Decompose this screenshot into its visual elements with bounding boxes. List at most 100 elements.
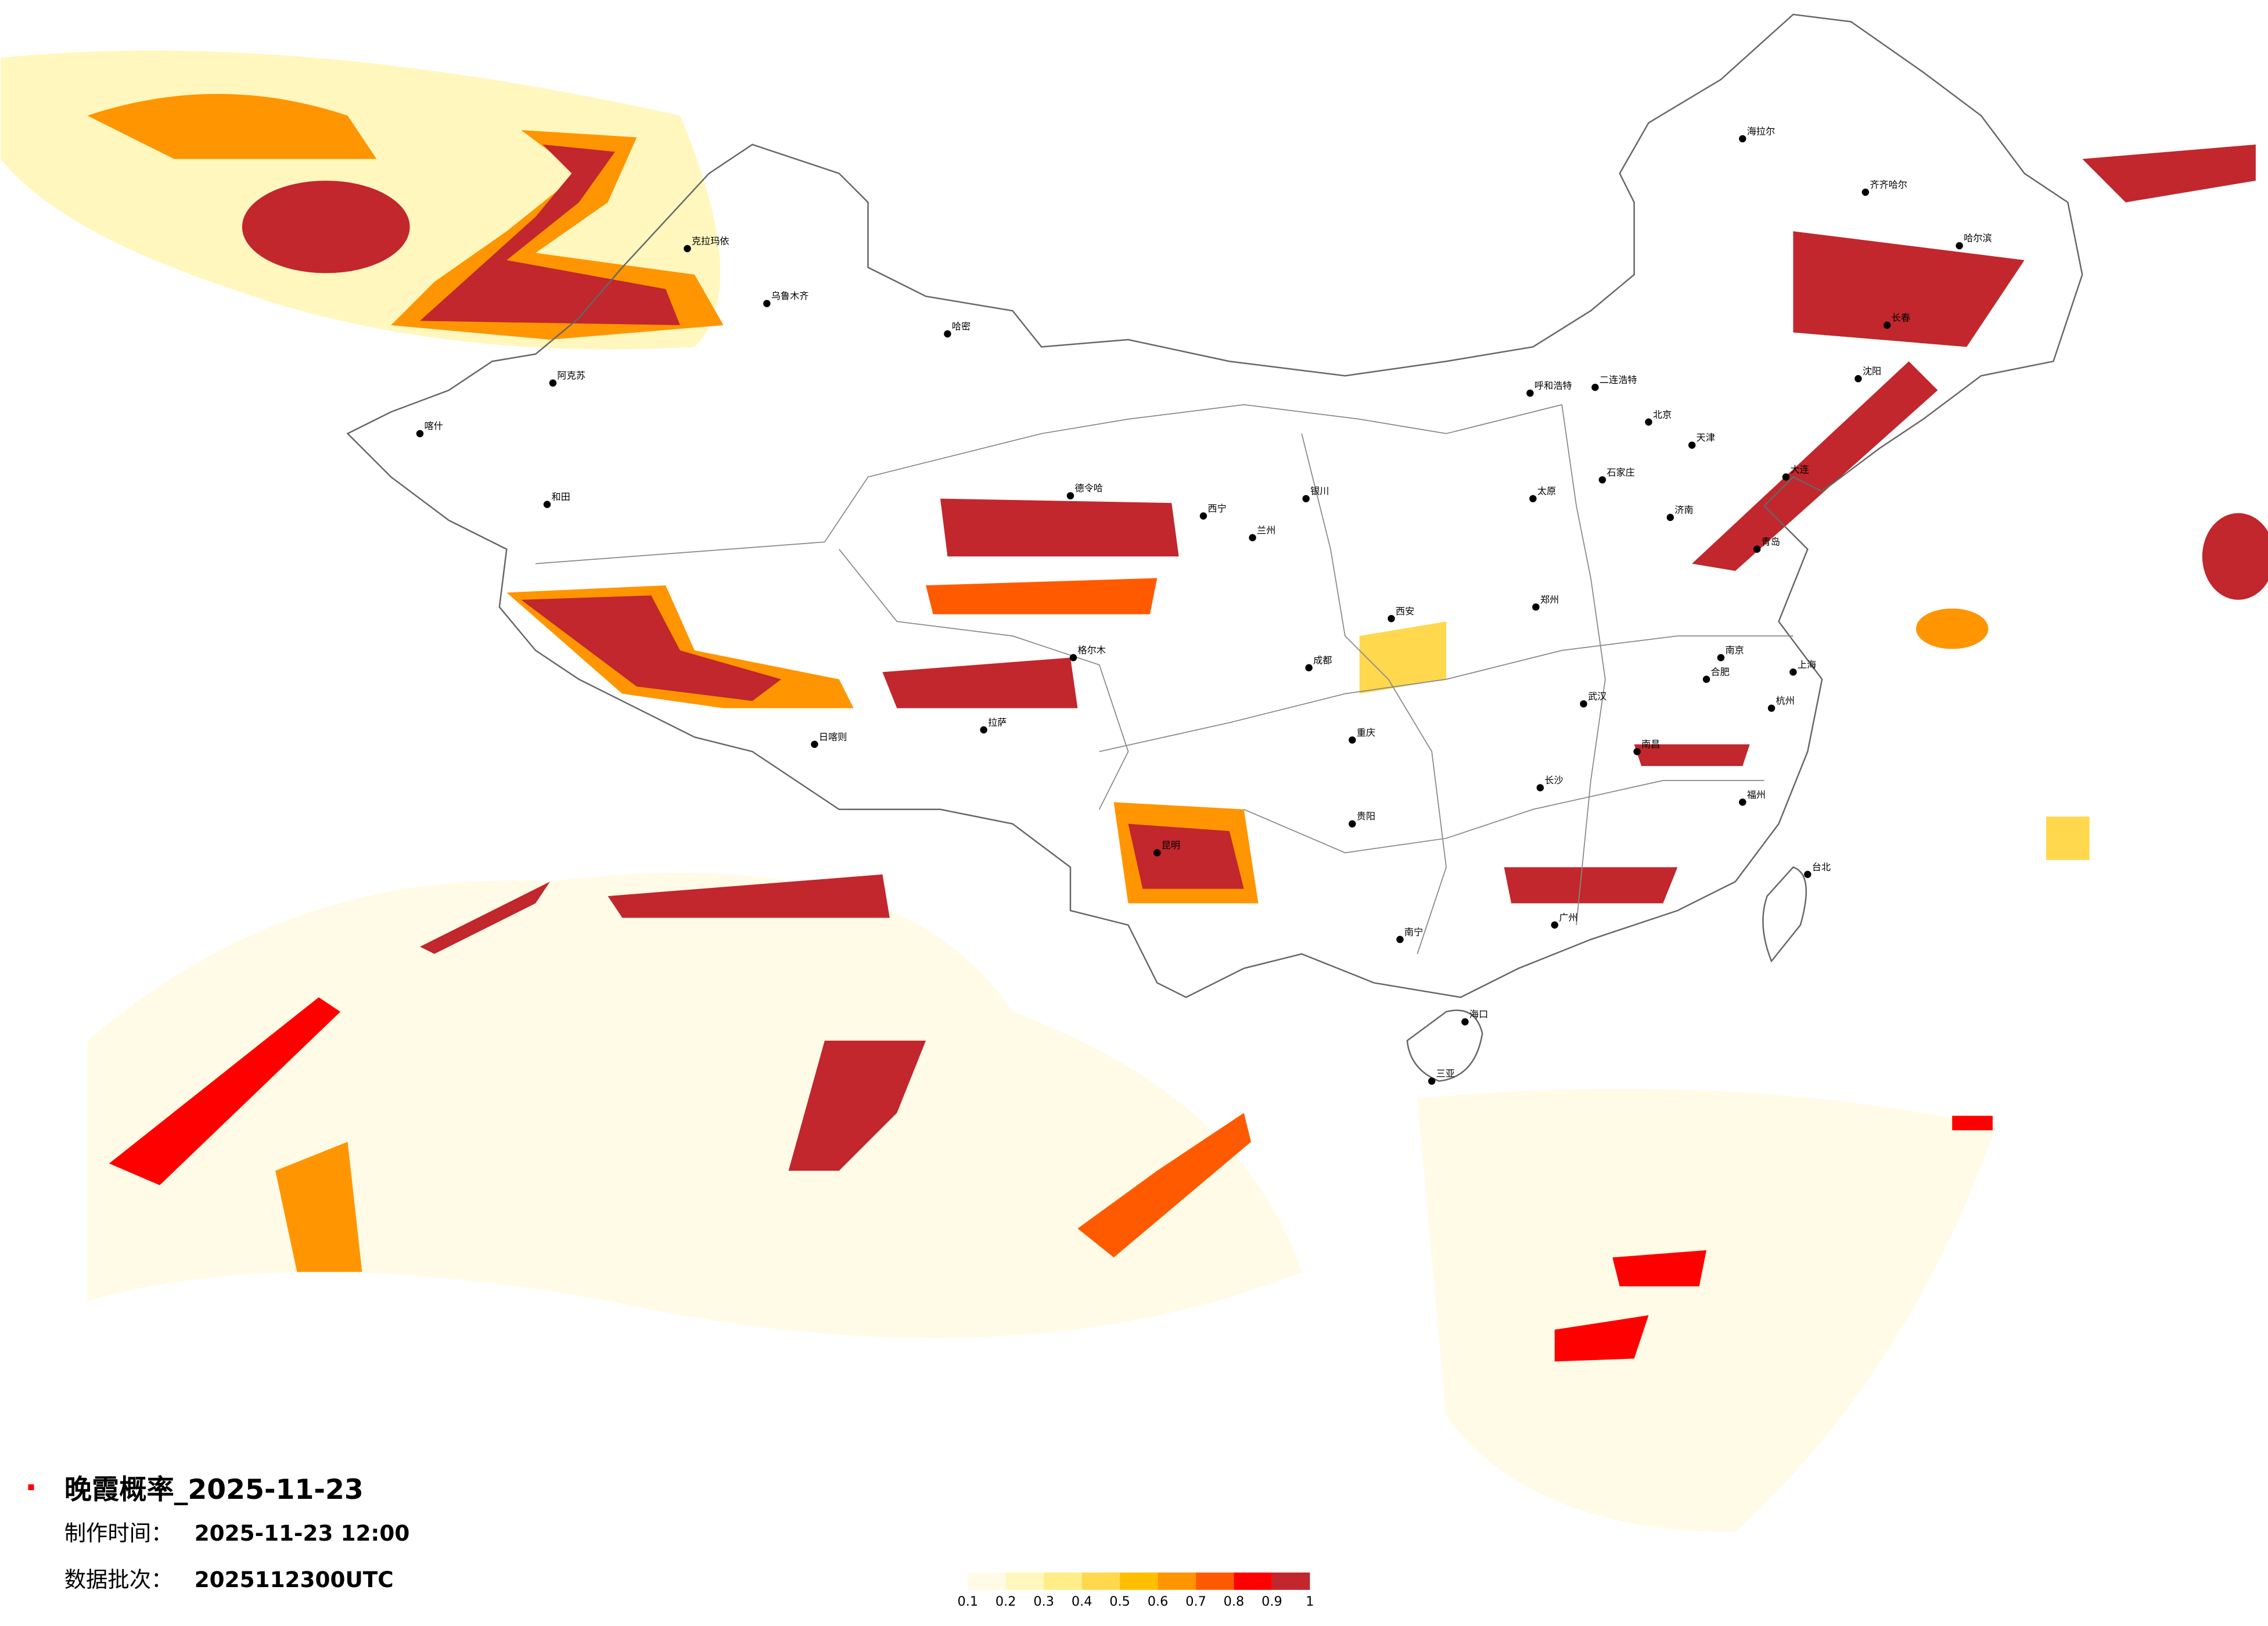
legend-tick-label: 0.8 — [1224, 1594, 1245, 1609]
city-dot — [416, 430, 424, 437]
city-label: 乌鲁木齐 — [771, 290, 809, 301]
province-border — [535, 404, 1562, 564]
city-label: 西宁 — [1207, 503, 1226, 514]
cloud — [275, 1142, 362, 1272]
province-border — [1301, 433, 1447, 954]
country-border — [346, 13, 2083, 998]
city-label: 德令哈 — [1074, 483, 1102, 494]
legend-box — [1044, 1572, 1082, 1590]
cloud — [1612, 1250, 1707, 1287]
city-dot — [980, 726, 987, 734]
city-dot — [1789, 668, 1797, 676]
cloud — [2082, 144, 2256, 203]
city-label: 和田 — [551, 491, 570, 502]
city-label: 昆明 — [1162, 840, 1180, 851]
legend: 0.1 0.2 0.3 0.4 0.5 0.6 0.7 0.8 0.9 1 — [957, 1572, 1314, 1609]
city-label: 海口 — [1469, 1009, 1488, 1020]
city-dot — [1461, 1018, 1469, 1026]
city-dot — [1536, 784, 1544, 792]
city-label: 青岛 — [1762, 536, 1780, 547]
city-label: 广州 — [1559, 912, 1577, 923]
city-label: 武汉 — [1588, 691, 1606, 702]
city-dot — [1854, 375, 1862, 383]
province-border — [839, 549, 1129, 810]
cloud — [1359, 621, 1447, 694]
legend-tick-label: 0.2 — [995, 1594, 1016, 1609]
city-dot — [1598, 476, 1606, 484]
city-dot — [1739, 798, 1746, 806]
legend-tick-label: 0.1 — [957, 1594, 978, 1609]
cloud — [87, 93, 377, 159]
cloud — [882, 657, 1078, 708]
cloud — [419, 144, 680, 325]
city-label: 长沙 — [1544, 775, 1563, 786]
city-label: 阿克苏 — [557, 370, 585, 381]
city-dot — [1069, 654, 1077, 661]
city-label: 呼和浩特 — [1534, 380, 1572, 391]
made-label: 制作时间： — [64, 1520, 173, 1546]
cloud — [2046, 816, 2090, 860]
city-dot — [1066, 492, 1074, 499]
legend-box — [1005, 1572, 1044, 1590]
city-dot — [1551, 921, 1558, 929]
city-label: 长春 — [1892, 312, 1910, 323]
city-label: 南昌 — [1641, 739, 1660, 750]
legend-tick-label: 0.5 — [1109, 1594, 1130, 1609]
city-dot — [1199, 512, 1207, 520]
cloud — [109, 997, 341, 1185]
city-label: 贵阳 — [1357, 811, 1375, 822]
legend-tick-label: 0.4 — [1072, 1594, 1092, 1609]
city-dot — [763, 300, 771, 307]
city-label: 太原 — [1537, 485, 1556, 497]
city-label: 哈密 — [952, 321, 971, 332]
cloud — [1793, 231, 2025, 347]
city-label: 拉萨 — [988, 717, 1007, 728]
city-dot — [1526, 389, 1534, 397]
city-label: 北京 — [1653, 409, 1672, 420]
city-dot — [1753, 545, 1761, 553]
city-label: 重庆 — [1357, 727, 1375, 738]
city-label: 南京 — [1725, 645, 1744, 656]
legend-box — [1234, 1572, 1272, 1590]
province-border — [1561, 404, 1606, 925]
legend-tick-label: 0.3 — [1033, 1594, 1054, 1609]
city-dot — [1428, 1077, 1436, 1085]
legend-box — [1081, 1572, 1120, 1590]
cloud — [419, 882, 550, 954]
made-time: 2025-11-23 12:00 — [195, 1520, 410, 1546]
city-dot — [684, 244, 691, 253]
city-dot — [1804, 870, 1811, 878]
city-dot — [1153, 849, 1161, 857]
cloud — [1634, 744, 1750, 767]
city-label: 三亚 — [1436, 1068, 1455, 1079]
province-borders — [535, 404, 1793, 954]
cloud — [1692, 361, 1938, 571]
city-label: 南宁 — [1404, 926, 1423, 937]
city-dot — [1529, 495, 1537, 502]
legend-box — [968, 1572, 1006, 1590]
city-label: 台北 — [1812, 861, 1831, 872]
legend-box — [1271, 1572, 1310, 1590]
city-dot — [1349, 736, 1356, 744]
city-dot — [1861, 188, 1870, 196]
legend-tick-label: 1 — [1306, 1594, 1314, 1609]
probability-field — [1, 51, 2268, 1533]
legend-tick-label: 0.9 — [1261, 1594, 1282, 1609]
city-dot — [811, 740, 818, 748]
city-dot — [1633, 748, 1641, 756]
cloud — [521, 595, 782, 702]
cloud — [1952, 1116, 1993, 1131]
city-label: 合肥 — [1711, 666, 1730, 677]
cloud — [242, 181, 410, 274]
city-dot — [1767, 704, 1775, 712]
cloud — [1128, 823, 1244, 889]
legend-tick-label: 0.7 — [1185, 1594, 1206, 1609]
cloud — [1554, 1315, 1649, 1362]
batch-label: 数据批次： — [64, 1567, 173, 1592]
city-dot — [1249, 534, 1256, 542]
city-dot — [1388, 615, 1395, 623]
legend-box — [1120, 1572, 1158, 1590]
city-dot — [1666, 513, 1674, 521]
